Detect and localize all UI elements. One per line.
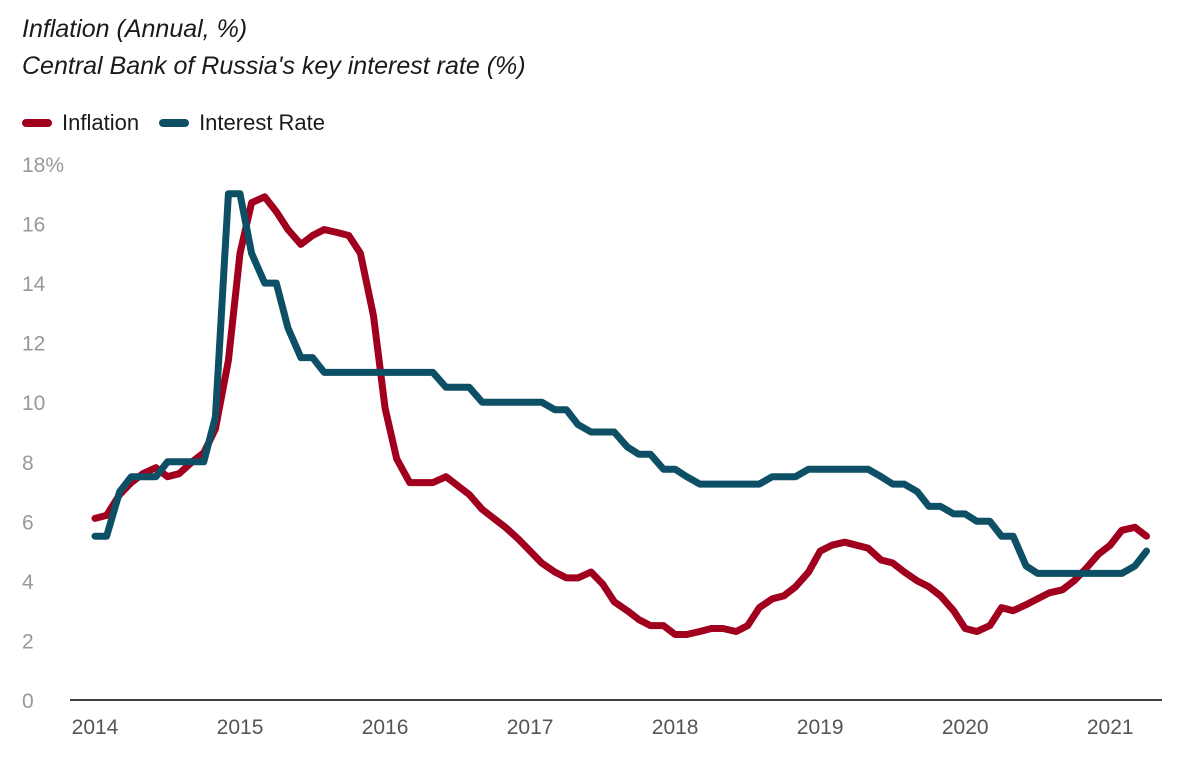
legend-item-inflation[interactable]: Inflation [22, 110, 139, 136]
y-tick-label: 12 [22, 333, 45, 356]
y-tick-label: 0 [22, 690, 34, 713]
x-tick-label: 2021 [1087, 716, 1134, 739]
y-tick-label: 16 [22, 214, 45, 237]
x-tick-label: 2018 [652, 716, 699, 739]
y-tick-label: 10 [22, 392, 45, 415]
y-tick-label: 14 [22, 273, 46, 296]
series-line-interest-rate [91, 190, 1150, 577]
x-tick-label: 2015 [217, 716, 264, 739]
series-line-inflation [91, 193, 1150, 638]
y-tick-label: 18% [22, 154, 64, 177]
y-tick-label: 8 [22, 452, 34, 475]
chart-title: Inflation (Annual, %) [22, 15, 248, 43]
x-axis-ticks: 2014 2015 2016 2017 2018 2019 2020 2021 [72, 716, 1134, 739]
legend-swatch-inflation [22, 119, 52, 127]
y-tick-label: 4 [22, 571, 34, 594]
legend-label-inflation: Inflation [62, 110, 140, 135]
chart-legend: Inflation Interest Rate [22, 110, 345, 136]
x-tick-label: 2014 [72, 716, 119, 739]
legend-swatch-interest-rate [159, 119, 190, 127]
x-tick-label: 2017 [507, 716, 554, 739]
y-tick-label: 6 [22, 511, 34, 534]
chart-subtitle: Central Bank of Russia's key interest ra… [22, 52, 526, 80]
x-tick-label: 2020 [942, 716, 989, 739]
y-axis-ticks: 0 2 4 6 8 10 12 14 16 18% [22, 154, 64, 713]
x-tick-label: 2016 [362, 716, 409, 739]
chart-lines [91, 190, 1150, 638]
x-tick-label: 2019 [797, 716, 844, 739]
y-tick-label: 2 [22, 630, 34, 653]
legend-label-interest-rate: Interest Rate [199, 110, 326, 135]
legend-item-interest-rate[interactable]: Interest Rate [159, 110, 325, 136]
